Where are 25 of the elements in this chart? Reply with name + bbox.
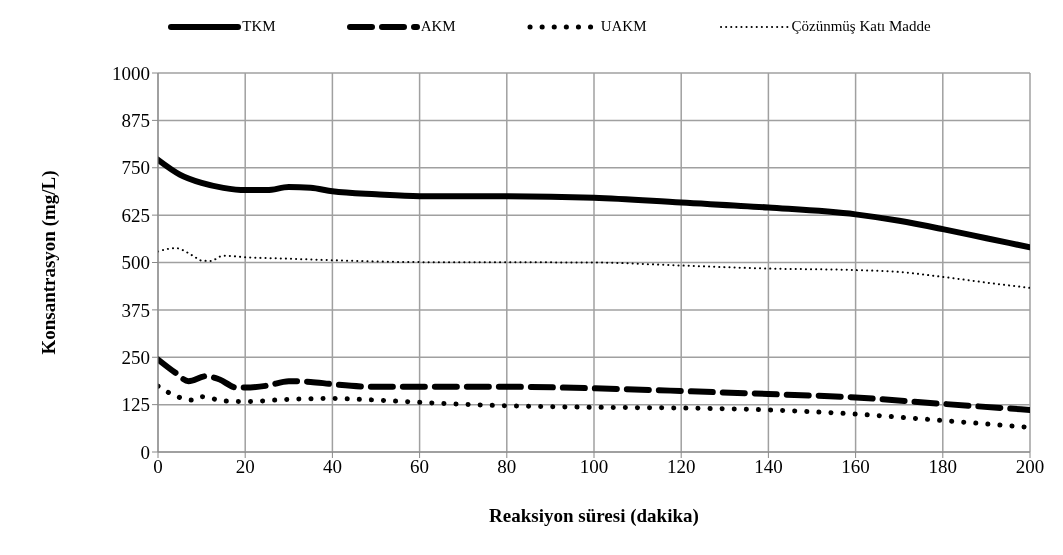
x-tick-label: 100 bbox=[579, 456, 609, 478]
x-tick-label: 60 bbox=[410, 456, 430, 478]
x-tick-label: 180 bbox=[928, 456, 958, 478]
x-tick-label: 160 bbox=[841, 456, 870, 478]
y-tick-label: 1000 bbox=[112, 62, 150, 84]
legend-label: AKM bbox=[420, 18, 456, 35]
x-tick-label: 140 bbox=[754, 456, 783, 478]
legend-label: Çözünmüş Katı Madde bbox=[791, 18, 931, 35]
y-tick-label: 375 bbox=[121, 299, 150, 321]
legend-label: TKM bbox=[242, 18, 276, 35]
x-axis-title: Reaksiyon süresi (dakika) bbox=[489, 505, 699, 527]
y-tick-label: 125 bbox=[121, 394, 150, 416]
y-axis-title: Konsantrasyon (mg/L) bbox=[37, 170, 60, 355]
x-tick-label: 200 bbox=[1015, 456, 1045, 478]
x-tick-label: 80 bbox=[497, 456, 517, 478]
y-tick-label: 0 bbox=[140, 441, 150, 463]
x-tick-label: 40 bbox=[322, 456, 342, 478]
legend-label: UAKM bbox=[600, 18, 647, 35]
y-tick-label: 875 bbox=[121, 110, 150, 132]
y-tick-label: 750 bbox=[121, 157, 150, 179]
y-tick-label: 625 bbox=[121, 204, 150, 226]
x-tick-label: 20 bbox=[235, 456, 255, 478]
x-tick-label: 120 bbox=[666, 456, 696, 478]
y-tick-label: 500 bbox=[121, 252, 150, 274]
y-tick-label: 250 bbox=[121, 346, 150, 368]
